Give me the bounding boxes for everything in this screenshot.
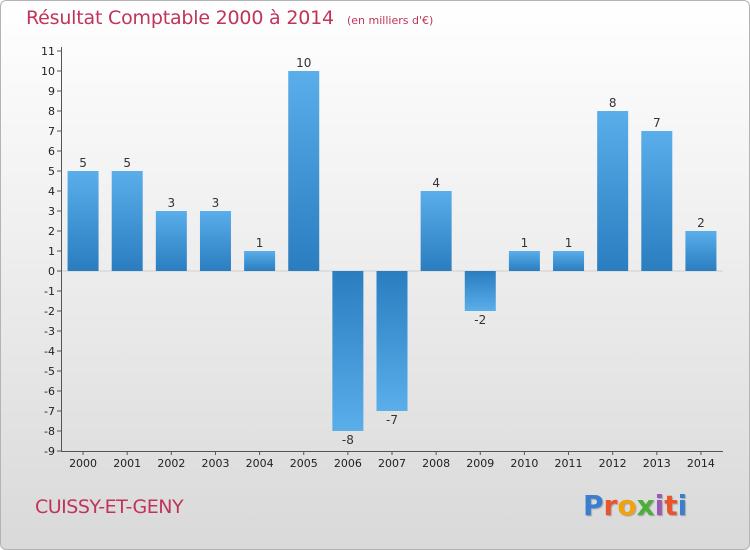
bar (244, 251, 276, 271)
data-label: 1 (256, 236, 264, 250)
data-label: 3 (212, 196, 220, 210)
y-tick-label: -5 (44, 365, 55, 378)
y-tick-label: -3 (44, 325, 55, 338)
logo-letter: x (636, 489, 655, 522)
y-tick-label: 5 (48, 165, 55, 178)
data-label: 4 (432, 176, 440, 190)
y-tick-label: 2 (48, 225, 55, 238)
data-label: 10 (296, 56, 311, 70)
y-tick-label: -6 (44, 385, 55, 398)
y-tick-label: 9 (48, 85, 55, 98)
x-tick-label: 2000 (69, 457, 97, 470)
y-tick-label: -9 (44, 445, 55, 458)
x-tick-label: 2004 (246, 457, 274, 470)
proxiti-logo[interactable]: Proxiti (583, 489, 687, 522)
logo-letter: r (603, 489, 618, 522)
logo-letter: P (583, 489, 604, 522)
y-tick-label: 6 (48, 145, 55, 158)
x-tick-label: 2010 (510, 457, 538, 470)
data-label: -8 (342, 433, 354, 447)
logo-letter: o (617, 489, 637, 522)
bar (641, 131, 673, 271)
y-tick-label: 4 (48, 185, 55, 198)
y-tick-label: -7 (44, 405, 55, 418)
bar (597, 111, 629, 271)
data-label: 2 (697, 216, 705, 230)
bar (553, 251, 585, 271)
bar (508, 251, 540, 271)
bar (67, 171, 99, 271)
bar (155, 211, 187, 271)
data-label: -2 (474, 313, 486, 327)
chart-title: Résultat Comptable 2000 à 2014 (26, 7, 334, 29)
logo-letter: t (664, 489, 678, 522)
bar (288, 71, 320, 271)
data-label: 3 (168, 196, 176, 210)
y-tick-label: 8 (48, 105, 55, 118)
chart-unit: (en milliers d'€) (346, 14, 434, 27)
y-tick-label: -4 (44, 345, 55, 358)
data-label: 5 (79, 156, 87, 170)
y-tick-label: 3 (48, 205, 55, 218)
data-label: 1 (565, 236, 573, 250)
data-label: 5 (123, 156, 131, 170)
x-tick-label: 2003 (201, 457, 229, 470)
x-tick-label: 2009 (466, 457, 494, 470)
y-tick-label: 10 (41, 65, 55, 78)
bar (111, 171, 143, 271)
y-tick-label: 11 (41, 45, 55, 58)
x-tick-label: 2008 (422, 457, 450, 470)
y-tick-label: -8 (44, 425, 55, 438)
logo-letter: i (677, 489, 688, 522)
data-label: 8 (609, 96, 617, 110)
logo-letter: i (654, 489, 665, 522)
x-tick-label: 2006 (334, 457, 362, 470)
data-label: -7 (386, 413, 398, 427)
title-row: Résultat Comptable 2000 à 2014 (en milli… (26, 7, 433, 29)
bar (464, 271, 496, 311)
data-label: 1 (521, 236, 529, 250)
bar (420, 191, 452, 271)
data-label: 7 (653, 116, 661, 130)
bar (199, 211, 231, 271)
town-name: CUISSY-ET-GENY (35, 496, 184, 518)
x-tick-label: 2001 (113, 457, 141, 470)
bar (332, 271, 364, 431)
y-tick-label: 1 (48, 245, 55, 258)
y-tick-label: 0 (48, 265, 55, 278)
y-tick-label: -2 (44, 305, 55, 318)
x-tick-label: 2014 (687, 457, 715, 470)
y-tick-label: -1 (44, 285, 55, 298)
y-tick-label: 7 (48, 125, 55, 138)
x-tick-label: 2005 (290, 457, 318, 470)
x-tick-label: 2011 (555, 457, 583, 470)
x-tick-label: 2013 (643, 457, 671, 470)
x-tick-label: 2002 (157, 457, 185, 470)
bar (685, 231, 717, 271)
x-tick-label: 2012 (599, 457, 627, 470)
x-tick-label: 2007 (378, 457, 406, 470)
bar (376, 271, 408, 411)
